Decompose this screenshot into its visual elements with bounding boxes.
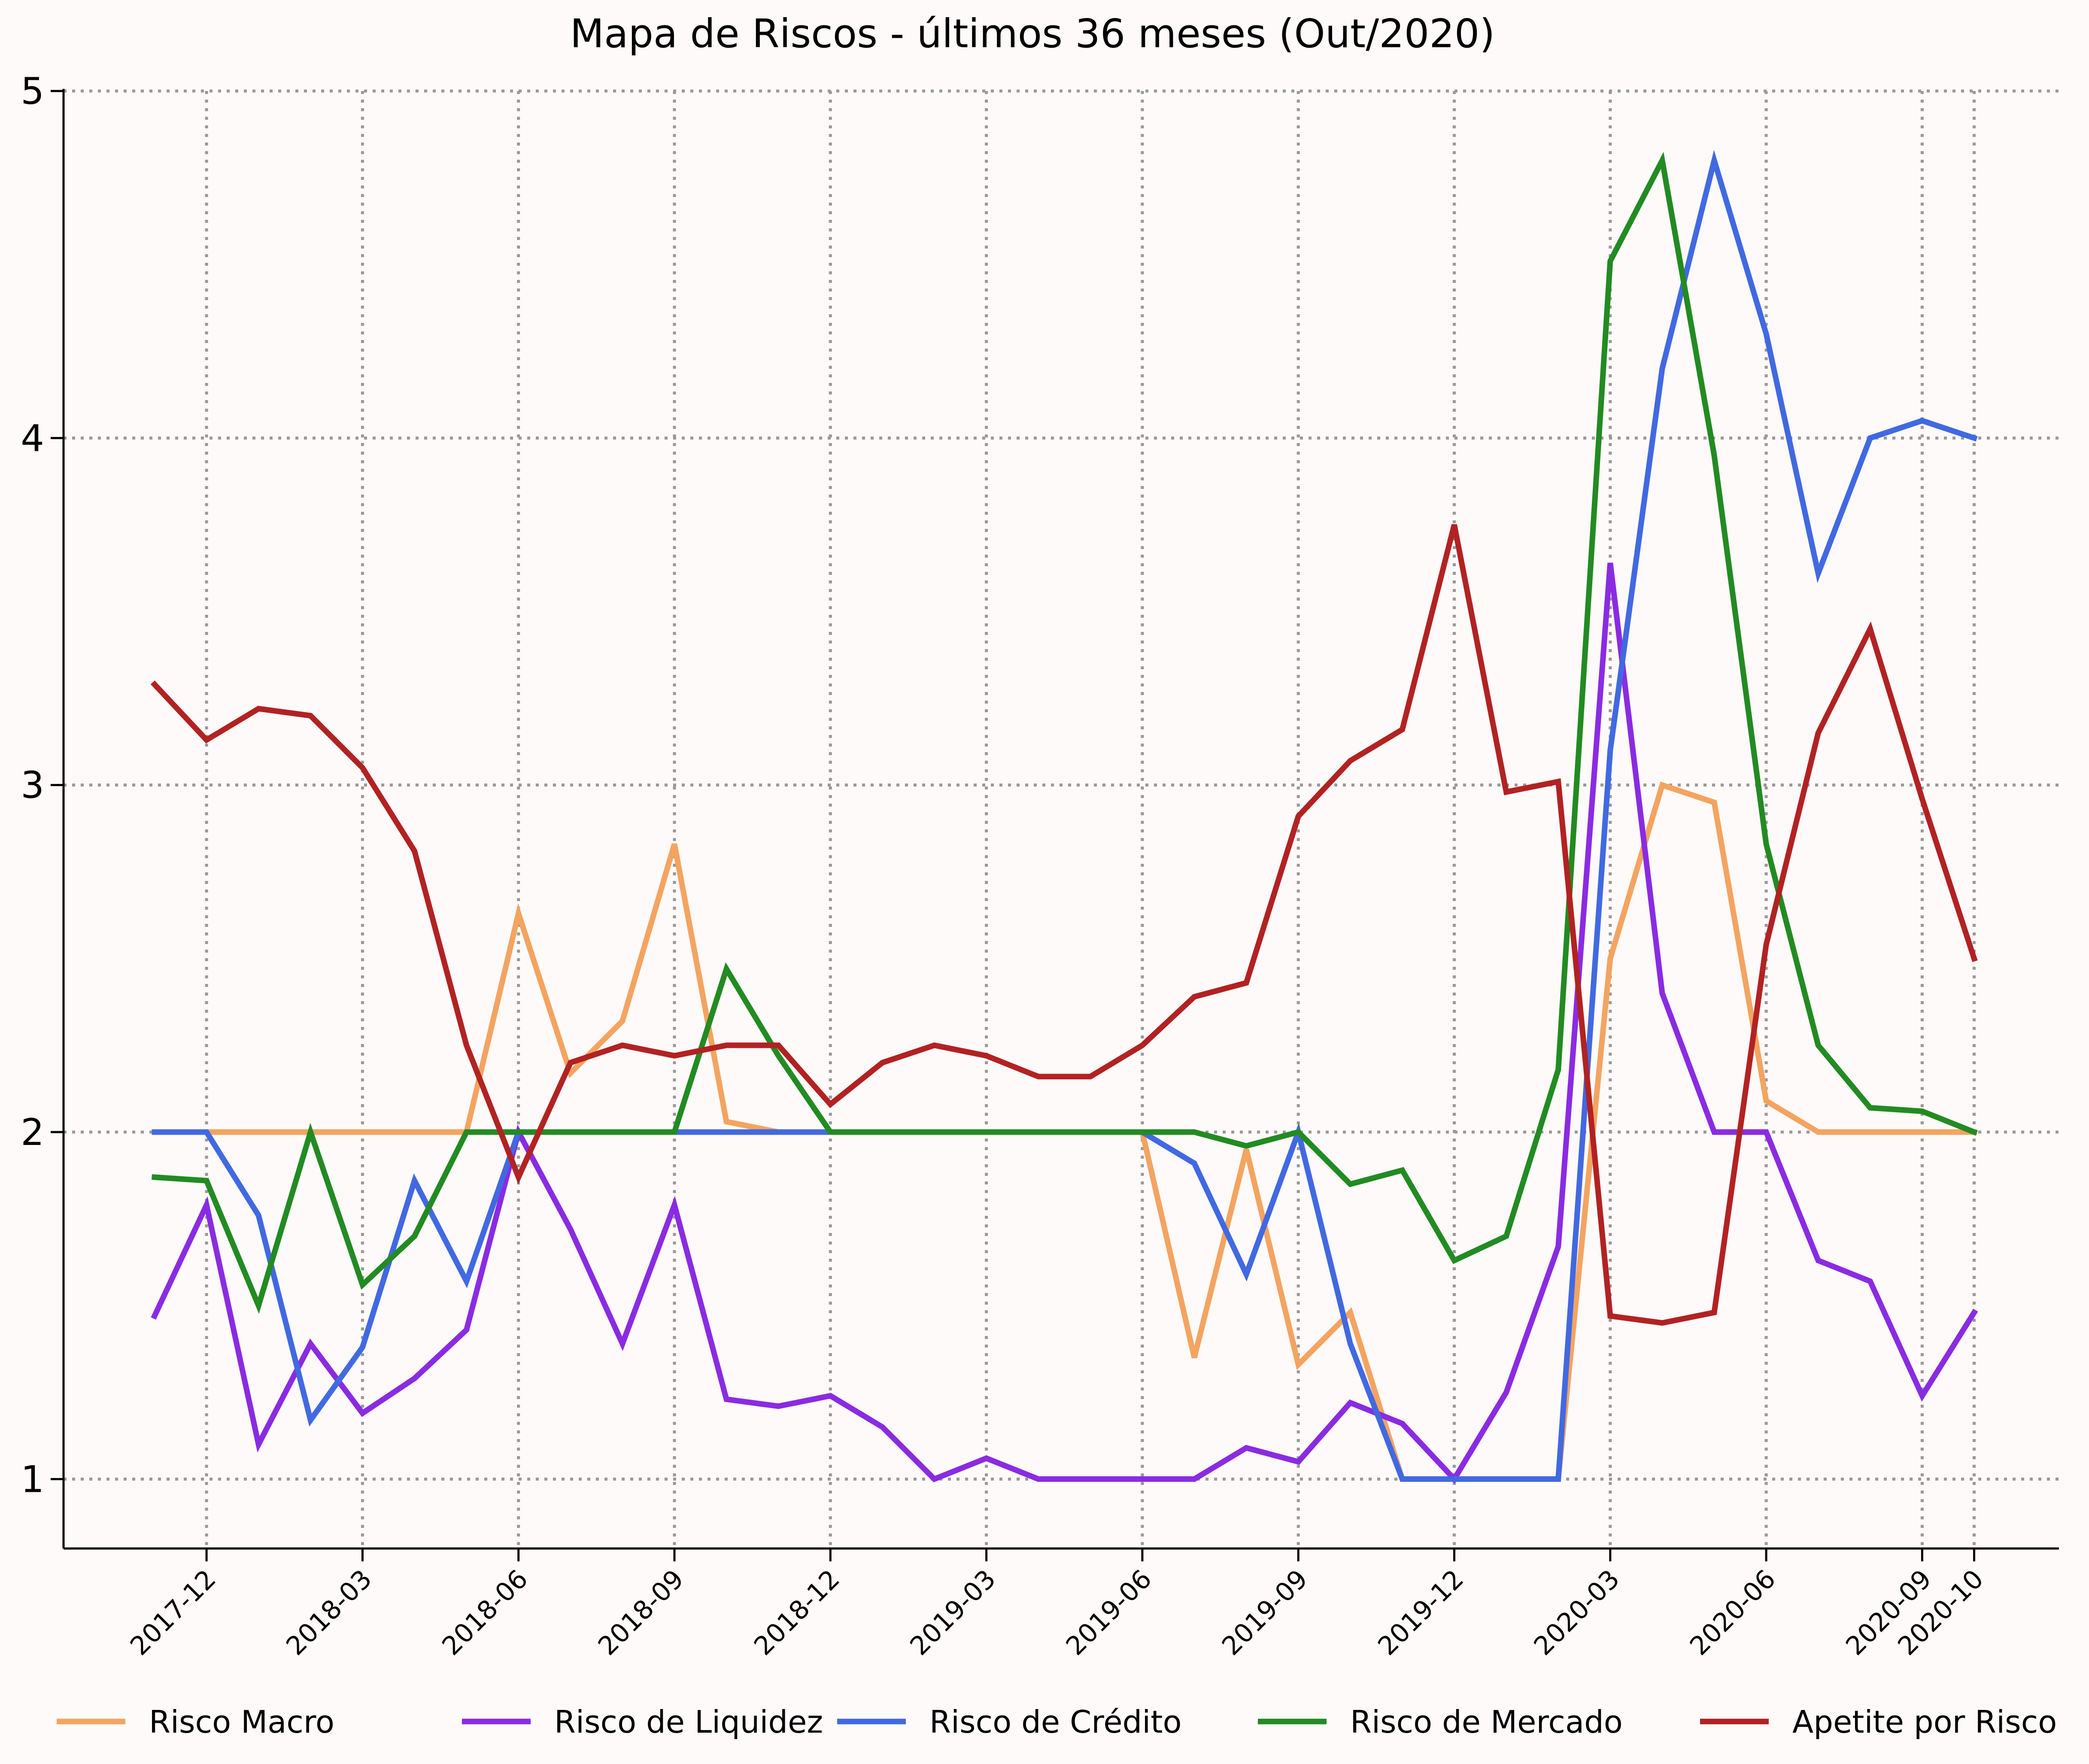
legend-label-risco-de-mercado: Risco de Mercado [1350, 1704, 1623, 1740]
y-tick-label: 1 [21, 1458, 44, 1501]
series-lines [150, 150, 1978, 1484]
series-line-risco-de-mercado [152, 152, 1978, 1314]
y-tick-label: 5 [21, 70, 44, 113]
legend-label-risco-de-liquidez: Risco de Liquidez [554, 1704, 823, 1740]
chart-title: Mapa de Riscos - últimos 36 meses (Out/2… [570, 11, 1495, 57]
legend-label-risco-macro: Risco Macro [149, 1704, 334, 1740]
y-tick-labels: 1 2 3 4 5 [21, 70, 44, 1501]
legend: Risco Macro Risco de Liquidez Risco de Cré… [57, 1704, 2057, 1740]
axes [51, 89, 2059, 1561]
legend-label-apetite-por-risco: Apetite por Risco [1792, 1704, 2057, 1740]
legend-label-risco-de-credito: Risco de Crédito [929, 1704, 1182, 1740]
y-tick-label: 4 [21, 417, 44, 460]
series-line-apetite-por-risco [150, 524, 1978, 1326]
series-line-risco-de-liquidez [151, 562, 1978, 1484]
y-tick-label: 3 [21, 764, 44, 807]
y-tick-label: 2 [21, 1111, 44, 1154]
